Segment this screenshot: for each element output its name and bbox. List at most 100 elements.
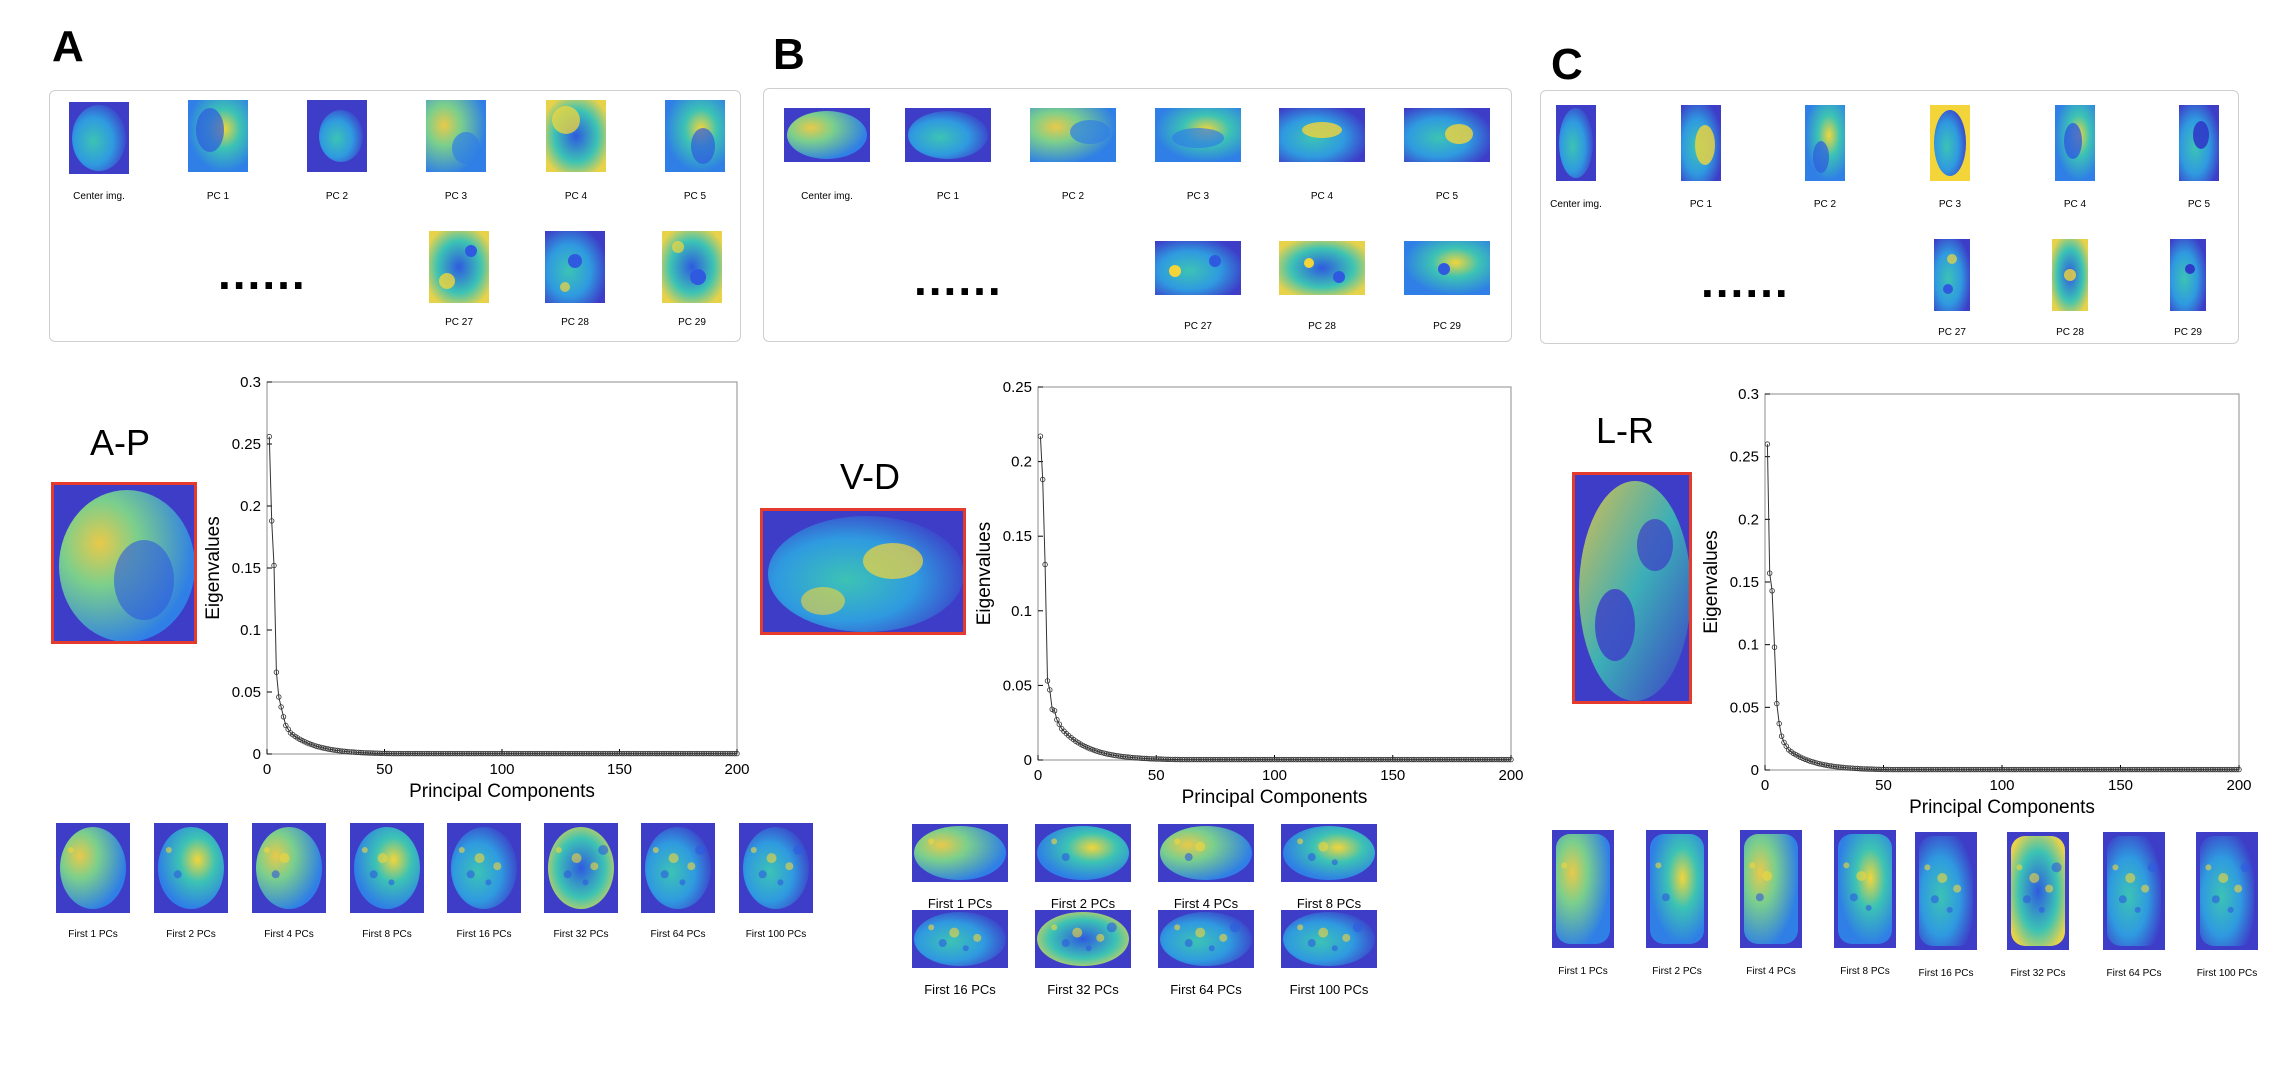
reconstruction-thumb xyxy=(1281,910,1377,968)
x-tick-label: 150 xyxy=(1380,767,1405,784)
reconstruction-thumb xyxy=(2103,832,2165,950)
ellipsis: ...... xyxy=(218,247,307,299)
eigenvalue-point xyxy=(278,704,284,710)
pc-2-thumb xyxy=(1030,108,1116,162)
reconstruction-thumb xyxy=(1646,830,1708,948)
top-label-pc2: PC 2 xyxy=(1061,191,1085,202)
top-label-center: Center img. xyxy=(801,191,853,202)
x-tick-label: 0 xyxy=(1034,767,1042,784)
reconstruction-thumb xyxy=(641,823,715,913)
y-tick-label: 0.2 xyxy=(240,498,261,515)
reconstruction-thumb xyxy=(1035,824,1131,882)
y-tick-label: 0.25 xyxy=(232,436,261,453)
pc-5-thumb xyxy=(665,100,725,172)
pc-28-thumb xyxy=(1279,241,1365,295)
reconstruction-thumb xyxy=(739,823,813,913)
top-label-pc1: PC 1 xyxy=(1689,199,1713,210)
y-tick-label: 0 xyxy=(1751,762,1759,779)
x-tick-label: 50 xyxy=(1148,767,1165,784)
top-label-pc2: PC 2 xyxy=(1813,199,1837,210)
plot-frame xyxy=(266,381,738,755)
tail-label-pc27: PC 27 xyxy=(1184,321,1212,332)
x-tick-label: 100 xyxy=(489,761,514,778)
top-label-pc5: PC 5 xyxy=(683,191,707,202)
reconstruction-label: First 2 PCs xyxy=(1652,966,1702,977)
reconstruction-thumb xyxy=(154,823,228,913)
reconstruction-label: First 4 PCs xyxy=(1173,896,1239,911)
top-label-pc4: PC 4 xyxy=(564,191,588,202)
eigenvalue-point xyxy=(1089,746,1096,753)
top-label-pc3: PC 3 xyxy=(1938,199,1962,210)
ellipsis: ...... xyxy=(1701,255,1790,307)
reconstruction-label: First 32 PCs xyxy=(2010,968,2066,979)
x-axis-label: Principal Components xyxy=(1182,787,1368,808)
view-label-b: V-D xyxy=(839,456,900,497)
pc-29-thumb xyxy=(2170,239,2206,311)
y-tick-label: 0.3 xyxy=(1738,386,1759,403)
reconstruction-label: First 16 PCs xyxy=(456,929,512,940)
tail-label-pc28: PC 28 xyxy=(561,317,589,328)
top-label-pc3: PC 3 xyxy=(444,191,468,202)
reconstruction-thumb xyxy=(1281,824,1377,882)
eigenvalue-point xyxy=(276,694,282,700)
eigenvalue-point xyxy=(1505,756,1512,763)
top-label-pc2: PC 2 xyxy=(325,191,349,202)
y-axis-label: Eigenvalues xyxy=(974,522,995,626)
eigen-chart-b: 0 0.05 0.1 0.15 0.2 0.25 0 50 100 150 200 Principal… xyxy=(974,379,1524,808)
y-tick-label: 0.15 xyxy=(1730,574,1759,591)
panel-letter-a: A xyxy=(52,22,84,71)
eigen-chart-a: 0 0.05 0.1 0.15 0.2 0.25 0.3 0 50 100 150 200 Princi… xyxy=(203,374,750,802)
eigenvalue-point xyxy=(1814,760,1820,766)
x-axis-label: Principal Components xyxy=(409,781,595,802)
pc-29-thumb xyxy=(1404,241,1490,295)
reconstruction-label: First 64 PCs xyxy=(1170,982,1242,997)
pc-3-thumb xyxy=(426,100,486,172)
reconstruction-label: First 8 PCs xyxy=(362,929,412,940)
top-label-pc1: PC 1 xyxy=(936,191,960,202)
x-tick-label: 200 xyxy=(724,761,749,778)
reconstruction-thumb xyxy=(1834,830,1896,948)
x-tick-label: 100 xyxy=(1989,777,2014,794)
reconstruction-thumb xyxy=(56,823,130,913)
reconstruction-thumb xyxy=(1552,830,1614,948)
reconstruction-thumb xyxy=(1740,830,1802,948)
eigen-chart-c: 0 0.05 0.1 0.15 0.2 0.25 0.3 0 50 100 150 200 Princi… xyxy=(1701,386,2252,818)
tail-label-pc29: PC 29 xyxy=(2174,327,2202,338)
reconstruction-thumb xyxy=(912,910,1008,968)
x-axis-label: Principal Components xyxy=(1909,797,2095,818)
top-label-center: Center img. xyxy=(73,191,125,202)
eigenvalue-point xyxy=(1764,441,1771,447)
eigenvalue-point xyxy=(2236,766,2242,773)
eigenvalue-point xyxy=(734,750,740,757)
eigenvalue-point xyxy=(1094,748,1100,754)
pc-1-thumb xyxy=(188,100,248,172)
eigenvalue-point xyxy=(308,741,315,748)
reconstruction-label: First 32 PCs xyxy=(553,929,609,940)
eigenvalue-point xyxy=(1087,746,1093,752)
x-tick-label: 50 xyxy=(1875,777,1892,794)
x-tick-label: 150 xyxy=(2108,777,2133,794)
x-tick-label: 50 xyxy=(376,761,393,778)
reconstruction-thumb xyxy=(447,823,521,913)
pc-27-thumb xyxy=(1934,239,1970,311)
eigenvalue-point xyxy=(283,722,289,729)
center-image-thumb xyxy=(69,102,129,174)
top-label-pc5: PC 5 xyxy=(1435,191,1459,202)
reconstruction-label: First 100 PCs xyxy=(1289,982,1369,997)
pc-3-thumb xyxy=(1155,108,1241,162)
top-label-pc5: PC 5 xyxy=(2187,199,2211,210)
y-tick-label: 0 xyxy=(253,746,261,763)
y-tick-label: 0.15 xyxy=(1003,528,1032,545)
highlight-image-a xyxy=(51,482,197,644)
eigenvalue-point xyxy=(1769,588,1775,594)
pc-4-thumb xyxy=(2055,105,2095,181)
eigenvalue-point xyxy=(1056,721,1062,727)
reconstruction-thumb xyxy=(252,823,326,913)
eigenvalue-point xyxy=(1774,700,1780,707)
y-tick-label: 0.05 xyxy=(1730,699,1759,716)
reconstruction-label: First 1 PCs xyxy=(1558,966,1608,977)
reconstruction-label: First 4 PCs xyxy=(264,929,314,940)
eigenvalue-point xyxy=(1802,756,1808,762)
eigenvalue-point xyxy=(1039,476,1046,483)
eigenvalue-point xyxy=(313,743,319,749)
